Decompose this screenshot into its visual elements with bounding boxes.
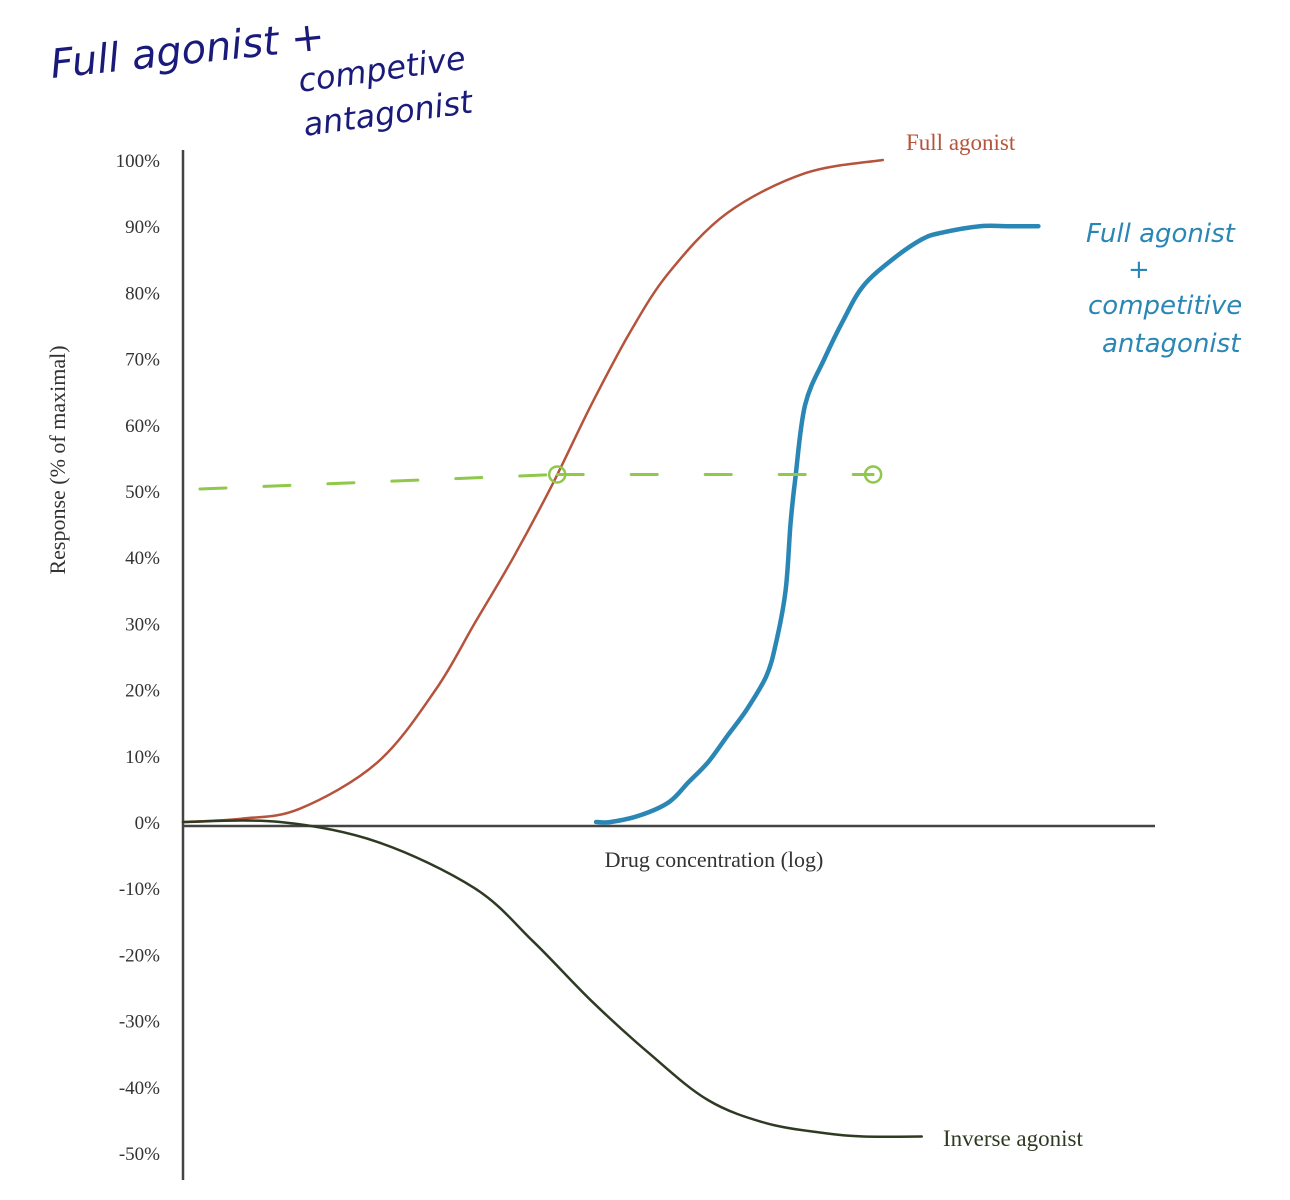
- y-tick-label: -10%: [119, 879, 160, 900]
- y-tick-label: 50%: [125, 482, 160, 503]
- y-tick-labels: 100% 90% 80% 70% 60% 50% 40% 30% 20% 10% 0% -10% -20…: [116, 151, 161, 1165]
- series-label-full-agonist: Full agonist: [906, 130, 1016, 155]
- handwritten-title: Full agonist + competive antagonist: [48, 13, 476, 143]
- y-tick-label: 10%: [125, 747, 160, 768]
- full-agonist-curve: [181, 158, 885, 824]
- y-tick-label: -20%: [119, 945, 160, 966]
- y-tick-label: -50%: [119, 1144, 160, 1165]
- handwritten-blue-label-line-1: Full agonist: [1086, 219, 1236, 249]
- y-tick-label: 100%: [116, 151, 161, 172]
- y-tick-label: 40%: [125, 548, 160, 569]
- curves: [181, 158, 1041, 1138]
- series-label-inverse-agonist: Inverse agonist: [943, 1126, 1083, 1151]
- y-tick-label: -40%: [119, 1078, 160, 1099]
- reference-dash-segment: [198, 472, 559, 491]
- x-axis-title: Drug concentration (log): [605, 847, 824, 872]
- y-tick-label: 90%: [125, 217, 160, 238]
- handwritten-blue-label-line-4: antagonist: [1102, 329, 1241, 359]
- y-tick-label: 30%: [125, 614, 160, 635]
- handwritten-blue-label-line-3: competitive: [1088, 291, 1242, 321]
- half-max-reference: [198, 465, 883, 491]
- handwritten-blue-label-line-2: +: [1128, 255, 1150, 285]
- y-tick-label: 0%: [135, 813, 161, 834]
- y-tick-label: 20%: [125, 681, 160, 702]
- handwritten-title-line-1: Full agonist +: [48, 13, 327, 88]
- y-tick-label: 70%: [125, 350, 160, 371]
- half-max-marker: [547, 465, 567, 484]
- y-axis-title: Response (% of maximal): [45, 345, 70, 574]
- full-agonist-plus-antagonist-curve: [593, 223, 1041, 825]
- half-max-marker: [863, 465, 883, 484]
- y-tick-label: -30%: [119, 1012, 160, 1033]
- y-tick-label: 60%: [125, 416, 160, 437]
- handwritten-blue-label: Full agonist + competitive antagonist: [1086, 219, 1242, 359]
- y-tick-label: 80%: [125, 283, 160, 304]
- inverse-agonist-curve: [181, 819, 923, 1138]
